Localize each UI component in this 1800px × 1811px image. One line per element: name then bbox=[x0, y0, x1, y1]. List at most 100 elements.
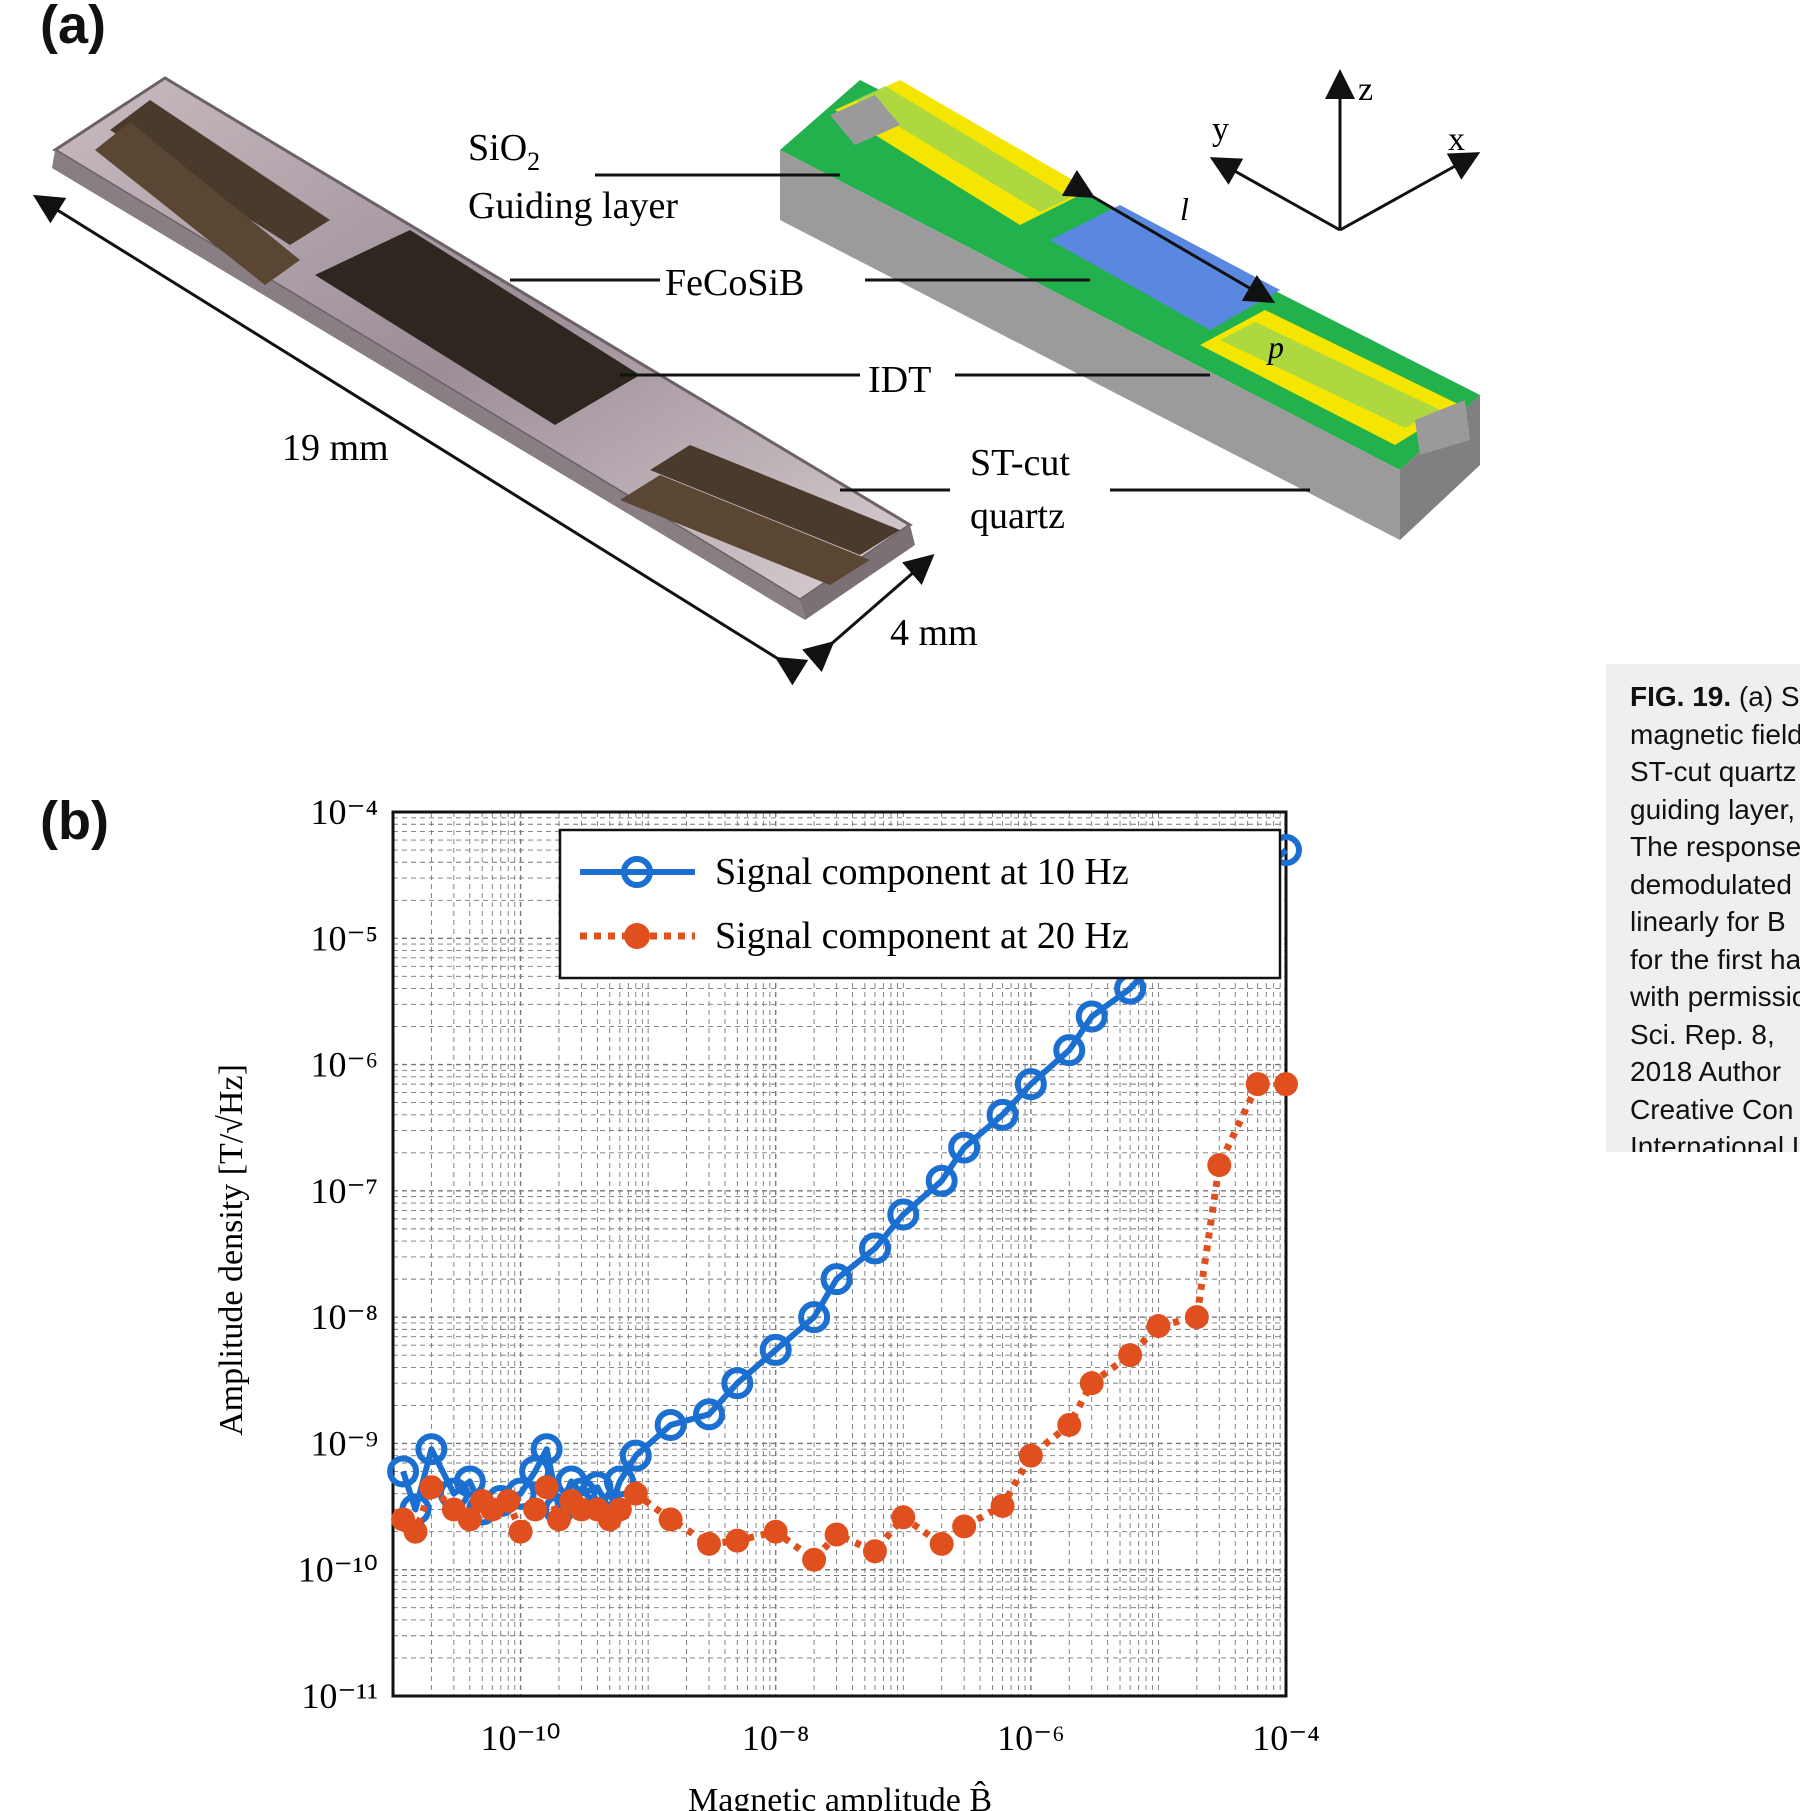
caption-line: Creative Con bbox=[1630, 1091, 1800, 1129]
panel-a-label: (a) bbox=[40, 0, 106, 55]
data-point bbox=[820, 1263, 853, 1296]
caption-line: magnetic field bbox=[1630, 716, 1800, 754]
sio2-label: SiO2 bbox=[468, 127, 540, 176]
legend: Signal component at 10 Hz Signal compone… bbox=[558, 828, 1282, 980]
data-point bbox=[759, 1333, 792, 1366]
guiding-layer-label: Guiding layer bbox=[468, 185, 678, 227]
caption-line: guiding layer, bbox=[1630, 791, 1800, 829]
caption-line: linearly for B bbox=[1630, 903, 1800, 941]
y-tick-label: 10⁻⁸ bbox=[310, 1297, 378, 1337]
data-point bbox=[1245, 1072, 1270, 1097]
data-point bbox=[1053, 1034, 1086, 1067]
data-point bbox=[1146, 1314, 1171, 1339]
data-point bbox=[453, 1465, 486, 1498]
plot-frame bbox=[391, 810, 1288, 1698]
axis-x-label: x bbox=[1448, 121, 1465, 158]
data-point bbox=[603, 1465, 636, 1498]
y-axis-label: Amplitude density [T/√Hz] bbox=[213, 1064, 250, 1436]
legend-marker-20hz bbox=[624, 923, 650, 949]
chip-schematic bbox=[780, 80, 1480, 540]
fecosib-label: FeCoSiB bbox=[665, 262, 804, 304]
data-point bbox=[925, 1164, 958, 1197]
data-point bbox=[990, 1493, 1015, 1518]
data-point bbox=[1075, 1000, 1108, 1033]
axis-triad bbox=[1209, 69, 1481, 232]
y-tick-labels: 10⁻⁴ 10⁻⁵ 10⁻⁶ 10⁻⁷ 10⁻⁸ 10⁻⁹ 10⁻¹⁰ 10⁻¹¹ bbox=[298, 792, 378, 1716]
data-point bbox=[419, 1475, 444, 1500]
axis-y-label: y bbox=[1212, 111, 1229, 148]
data-point bbox=[1274, 1072, 1298, 1097]
caption-line-text: magnetic field bbox=[1630, 718, 1800, 750]
data-point bbox=[858, 1232, 891, 1265]
length-l-label: l bbox=[1180, 191, 1189, 227]
amplitude-density-chart: 10⁻⁴ 10⁻⁵ 10⁻⁶ 10⁻⁷ 10⁻⁸ 10⁻⁹ 10⁻¹⁰ 10⁻¹¹ 10⁻¹⁰… bbox=[213, 792, 1320, 1811]
data-point bbox=[415, 1433, 448, 1466]
data-point bbox=[948, 1131, 981, 1164]
y-tick-label: 10⁻⁶ bbox=[310, 1045, 378, 1085]
caption-line-text: The response bbox=[1630, 831, 1800, 862]
caption-line: with permissio bbox=[1630, 978, 1800, 1016]
length-19mm-label: 19 mm bbox=[282, 427, 389, 469]
caption-line-text: Creative Con bbox=[1630, 1093, 1794, 1125]
data-point bbox=[607, 1497, 632, 1522]
period-p-label: p bbox=[1266, 329, 1284, 365]
data-point bbox=[891, 1505, 916, 1530]
st-cut-label: ST-cut bbox=[970, 442, 1070, 484]
data-point bbox=[403, 1519, 428, 1544]
caption-line: The response bbox=[1630, 828, 1800, 866]
x-tick-label: 10⁻⁴ bbox=[1252, 1718, 1320, 1758]
panel-b-label: (b) bbox=[40, 791, 109, 851]
y-tick-label: 10⁻⁷ bbox=[310, 1171, 378, 1211]
quartz-label: quartz bbox=[970, 495, 1065, 537]
data-point bbox=[530, 1433, 563, 1466]
data-point bbox=[862, 1539, 887, 1564]
figure-caption: FIG. 19. (a) SAW magnetic field ST-cut qua… bbox=[1606, 664, 1800, 1152]
data-point bbox=[1014, 1068, 1047, 1101]
data-point bbox=[658, 1507, 683, 1532]
data-point bbox=[887, 1198, 920, 1231]
y-tick-label: 10⁻¹⁰ bbox=[298, 1550, 378, 1590]
idt-label: IDT bbox=[868, 359, 931, 401]
caption-line-text: (a) SAW bbox=[1738, 681, 1800, 712]
data-point bbox=[929, 1531, 954, 1556]
data-point bbox=[952, 1514, 977, 1539]
data-point bbox=[1057, 1412, 1082, 1437]
data-point bbox=[496, 1489, 521, 1514]
axis-z-label: z bbox=[1358, 71, 1373, 108]
data-point bbox=[1118, 1343, 1143, 1368]
caption-line: ST-cut quartz bbox=[1630, 753, 1800, 791]
device-illustration: z y x l p SiO2 Guiding layer FeCoSiB IDT… bbox=[32, 69, 1481, 686]
x-axis-label: Magnetic amplitude B̂ bbox=[688, 1780, 992, 1811]
caption-line-text: with permissio bbox=[1630, 981, 1800, 1012]
caption-line-text: ST-cut quartz bbox=[1630, 756, 1797, 787]
data-point bbox=[1018, 1443, 1043, 1468]
caption-line-text: guiding layer, bbox=[1630, 793, 1796, 825]
caption-figure-number: FIG. 19. bbox=[1630, 681, 1732, 712]
data-point bbox=[1184, 1305, 1209, 1330]
y-tick-label: 10⁻⁵ bbox=[310, 918, 378, 958]
data-point bbox=[763, 1519, 788, 1544]
data-point bbox=[534, 1475, 559, 1500]
width-4mm-label: 4 mm bbox=[890, 612, 978, 654]
caption-line: Sci. Rep. 8, bbox=[1630, 1016, 1800, 1054]
x-tick-label: 10⁻¹⁰ bbox=[480, 1718, 560, 1758]
data-point bbox=[387, 1455, 420, 1488]
data-point bbox=[802, 1547, 827, 1572]
data-point bbox=[457, 1507, 482, 1532]
x-tick-label: 10⁻⁸ bbox=[742, 1718, 810, 1758]
data-point bbox=[623, 1481, 648, 1506]
data-point bbox=[1207, 1153, 1232, 1178]
caption-line-text: International L bbox=[1630, 1131, 1800, 1152]
data-point bbox=[523, 1497, 548, 1522]
data-point bbox=[654, 1408, 687, 1441]
data-point bbox=[798, 1301, 831, 1334]
caption-line: International L bbox=[1630, 1128, 1800, 1152]
caption-line: demodulated bbox=[1630, 866, 1800, 904]
legend-box bbox=[558, 828, 1282, 980]
data-point bbox=[619, 1439, 652, 1472]
legend-label-20hz: Signal component at 20 Hz bbox=[715, 915, 1129, 957]
caption-line-text: 2018 Author bbox=[1630, 1056, 1782, 1087]
caption-line-text: Sci. Rep. 8, bbox=[1630, 1018, 1775, 1050]
x-tick-label: 10⁻⁶ bbox=[997, 1718, 1065, 1758]
data-point bbox=[725, 1528, 750, 1553]
